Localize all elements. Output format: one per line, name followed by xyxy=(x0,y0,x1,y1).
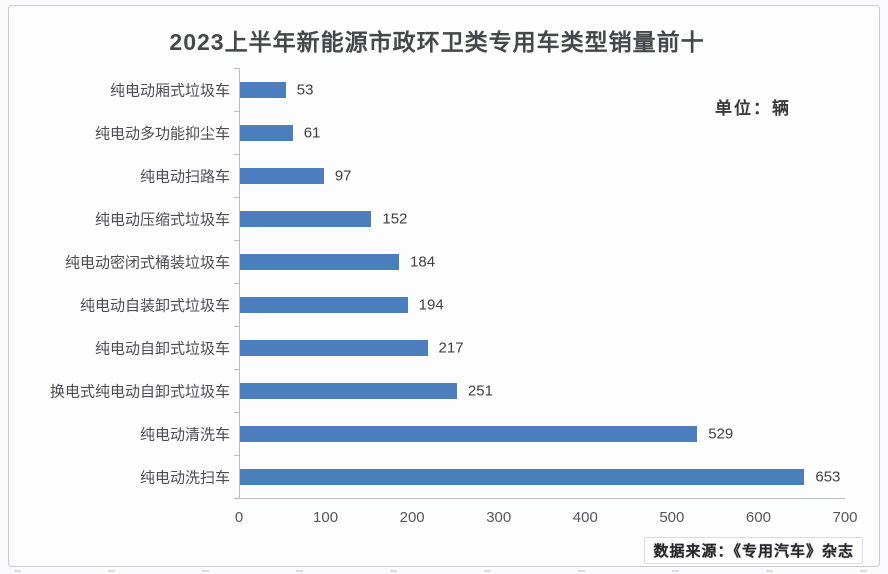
x-axis-tick-label: 100 xyxy=(313,509,339,526)
x-axis-tick-label: 600 xyxy=(745,509,771,526)
bottom-edge-dash xyxy=(672,570,679,572)
bar xyxy=(240,339,428,356)
category-label: 纯电动自卸式垃圾车 xyxy=(94,340,230,357)
value-label: 251 xyxy=(467,382,493,399)
bottom-edge-dash xyxy=(484,570,491,572)
bar-row: 纯电动密闭式桶装垃圾车 184 xyxy=(65,240,845,283)
bar-row: 纯电动扫路车 97 xyxy=(140,154,845,197)
bottom-edge-dash xyxy=(202,570,209,572)
bar-row: 纯电动洗扫车 653 xyxy=(140,455,845,498)
y-axis-tick xyxy=(234,454,239,456)
category-label: 纯电动密闭式桶装垃圾车 xyxy=(64,254,230,271)
bar xyxy=(240,210,372,227)
bottom-edge-dash xyxy=(578,570,585,572)
bottom-strip xyxy=(0,568,888,574)
y-axis-tick xyxy=(234,239,239,241)
category-label: 纯电动扫路车 xyxy=(139,168,230,185)
value-label: 529 xyxy=(708,425,734,442)
y-axis-tick xyxy=(234,282,239,284)
plot-area: 纯电动厢式垃圾车 53 纯电动多功能抑尘车 61 纯电动扫路车 97 纯电动压缩式垃圾车 15… xyxy=(50,67,845,499)
y-axis-tick xyxy=(234,153,239,155)
bar xyxy=(240,81,286,98)
bar-row: 纯电动自装卸式垃圾车 194 xyxy=(80,283,845,326)
y-axis-tick xyxy=(234,325,239,327)
bar-rows: 纯电动厢式垃圾车 53 纯电动多功能抑尘车 61 纯电动扫路车 97 纯电动压缩式垃圾车 15… xyxy=(50,68,845,498)
y-axis-tick xyxy=(234,196,239,198)
bar xyxy=(240,167,324,184)
bar xyxy=(240,468,805,485)
x-axis: 0 100 200 300 400 500 600 700 xyxy=(235,505,858,527)
value-label: 217 xyxy=(438,339,464,356)
bar xyxy=(240,253,400,270)
bottom-edge-dash xyxy=(390,570,397,572)
category-label: 纯电动厢式垃圾车 xyxy=(109,82,230,99)
value-label: 152 xyxy=(382,210,408,227)
x-axis-tick-label: 700 xyxy=(832,509,858,526)
bar xyxy=(240,425,698,442)
bar-row: 纯电动清洗车 529 xyxy=(140,412,845,455)
bar xyxy=(240,296,408,313)
y-axis-tick xyxy=(234,368,239,370)
y-axis-tick xyxy=(234,67,239,69)
bottom-edge-dash xyxy=(108,570,115,572)
x-axis-tick-label: 500 xyxy=(659,509,685,526)
chart-title: 2023上半年新能源市政环卫类专用车类型销量前十 xyxy=(169,29,705,55)
x-axis-tick-label: 0 xyxy=(234,509,244,526)
value-label: 653 xyxy=(815,468,841,485)
value-label: 61 xyxy=(303,124,321,141)
bar xyxy=(240,124,293,141)
bar-row: 换电式纯电动自卸式垃圾车 251 xyxy=(50,369,845,412)
bottom-edge-dash xyxy=(296,570,303,572)
bar xyxy=(240,382,457,399)
chart-frame: 2023上半年新能源市政环卫类专用车类型销量前十 单位：辆 纯电动厢式垃圾车 53… xyxy=(8,5,880,567)
value-label: 97 xyxy=(334,167,352,184)
category-label: 纯电动洗扫车 xyxy=(139,469,230,486)
unit-label: 单位：辆 xyxy=(715,99,791,118)
bar-row: 纯电动多功能抑尘车 61 xyxy=(95,111,845,154)
bottom-edge-dash xyxy=(14,570,21,572)
category-label: 纯电动清洗车 xyxy=(139,426,230,443)
bar-row: 纯电动厢式垃圾车 53 xyxy=(110,68,845,111)
value-label: 194 xyxy=(418,296,444,313)
bar-row: 纯电动自卸式垃圾车 217 xyxy=(95,326,845,369)
x-axis-tick-label: 300 xyxy=(486,509,512,526)
x-axis-tick-label: 200 xyxy=(399,509,425,526)
category-label: 纯电动自装卸式垃圾车 xyxy=(79,297,230,314)
category-label: 纯电动压缩式垃圾车 xyxy=(94,211,230,228)
x-axis-tick-label: 400 xyxy=(572,509,598,526)
category-label: 纯电动多功能抑尘车 xyxy=(94,125,230,142)
data-source-label: 数据来源：《专用汽车》杂志 xyxy=(644,537,863,564)
bar-row: 纯电动压缩式垃圾车 152 xyxy=(95,197,845,240)
category-label: 换电式纯电动自卸式垃圾车 xyxy=(49,383,230,400)
value-label: 53 xyxy=(296,81,314,98)
bottom-edge-dash xyxy=(860,570,867,572)
y-axis-tick xyxy=(234,110,239,112)
y-axis-tick xyxy=(234,497,239,499)
bottom-edge-dash xyxy=(766,570,773,572)
value-label: 184 xyxy=(410,253,436,270)
y-axis-tick xyxy=(234,411,239,413)
